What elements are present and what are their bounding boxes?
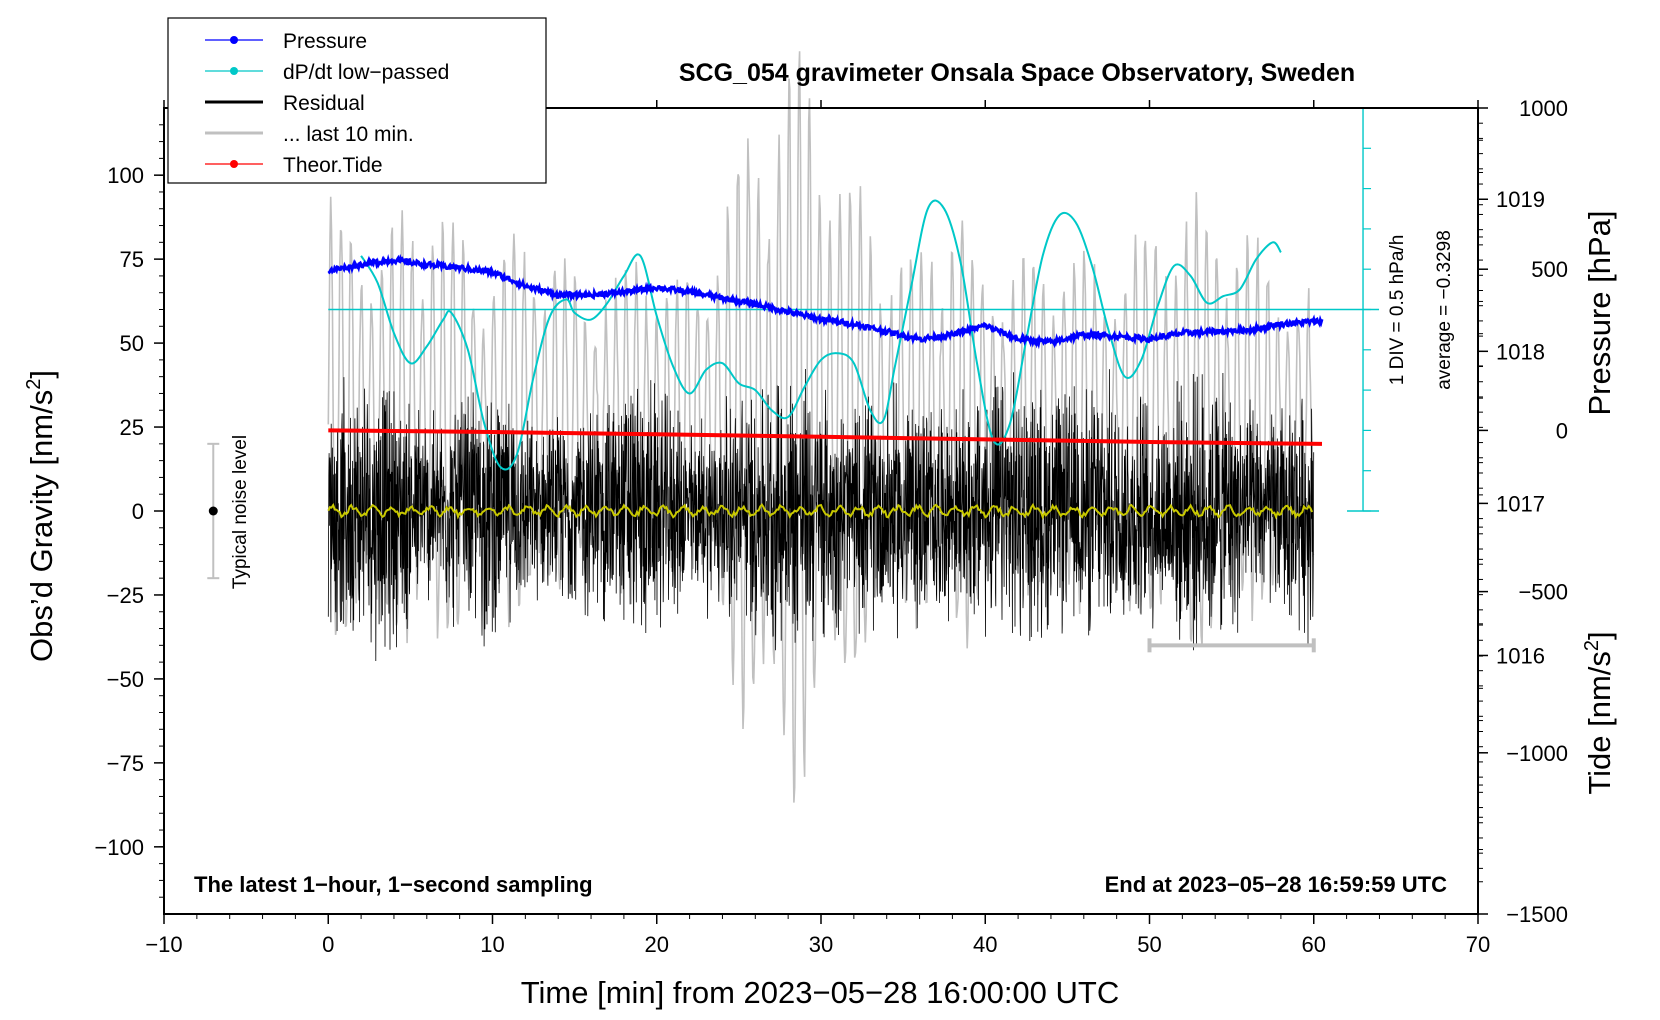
x-tick-label: 20: [645, 932, 669, 957]
y-tick-label: −100: [94, 835, 144, 860]
y-axis-title-pressure: Pressure [hPa]: [1582, 210, 1617, 415]
annotation-left: The latest 1−hour, 1−second sampling: [194, 872, 593, 897]
dpdt-scale-label: 1 DIV = 0.5 hPa/h: [1387, 235, 1408, 386]
x-axis-title: Time [min] from 2023−05−28 16:00:00 UTC: [521, 975, 1120, 1010]
x-tick-label: 50: [1137, 932, 1161, 957]
noise-center-dot: [208, 506, 218, 516]
y-tick-label: 100: [107, 163, 144, 188]
legend-label: Theor.Tide: [283, 154, 383, 177]
tide-tick-label: −500: [1518, 580, 1568, 605]
pressure-tick-label: 1018: [1496, 339, 1545, 364]
series-pressure: [327, 253, 1324, 350]
y-axis-title-tide: Tide [nm/s2]: [1581, 631, 1617, 794]
series-theor-tide: [328, 428, 1323, 446]
ticks-layer: −10 0 10 20 30 40 50 60 701007550250−25−50−75−10…: [94, 96, 1568, 957]
legend-marker: [230, 67, 238, 75]
last-10-min-layer: [327, 51, 1315, 803]
series-dpdt: [360, 199, 1282, 471]
x-tick-label: 70: [1466, 932, 1490, 957]
legend-label: Pressure: [283, 30, 367, 53]
noise-layer: [207, 442, 220, 580]
pressure-tick-label: 1016: [1496, 643, 1545, 668]
pressure-tick-label: 1017: [1496, 491, 1545, 516]
annotation-right: End at 2023−05−28 16:59:59 UTC: [1105, 872, 1448, 897]
dpdt-average-label: average = −0.3298: [1434, 230, 1455, 390]
noise-level-label: Typical noise level: [230, 435, 251, 589]
tide-tick-label: −1000: [1506, 741, 1568, 766]
y-tick-label: 50: [120, 331, 144, 356]
y-tick-label: −50: [107, 667, 144, 692]
tide-tick-label: 1000: [1519, 96, 1568, 121]
y-tick-label: 25: [120, 415, 144, 440]
x-tick-label: 40: [973, 932, 997, 957]
series-residual-smoothed: [327, 502, 1314, 520]
legend-marker: [230, 36, 238, 44]
series-last-10-min: [327, 51, 1315, 803]
legend-marker: [230, 160, 238, 168]
y-tick-label: 0: [132, 499, 144, 524]
series-residual: [327, 368, 1315, 662]
y-tick-label: 75: [120, 247, 144, 272]
pressure-tick-label: 1019: [1496, 187, 1545, 212]
y-tick-label: −75: [107, 751, 144, 776]
legend-label: dP/dt low−passed: [283, 61, 449, 84]
residual-layer: [327, 368, 1315, 662]
series-lines-layer: [327, 107, 1380, 653]
tide-tick-label: −1500: [1506, 902, 1568, 927]
tide-tick-label: 0: [1556, 418, 1568, 443]
x-tick-label: 60: [1302, 932, 1326, 957]
legend: Pressure dP/dt low−passed Residual ... last…: [167, 17, 547, 184]
chart-title: SCG_054 gravimeter Onsala Space Observat…: [679, 59, 1355, 87]
y-axis-title-left: Obs’d Gravity [nm/s2]: [23, 370, 59, 662]
legend-label: ... last 10 min.: [283, 123, 414, 146]
x-tick-label: 30: [809, 932, 833, 957]
x-tick-label: 0: [322, 932, 334, 957]
legend-label: Residual: [283, 92, 365, 115]
x-tick-label: 10: [480, 932, 504, 957]
legend-entries: Pressure dP/dt low−passed Residual ... last…: [205, 30, 449, 177]
tide-tick-label: 500: [1531, 257, 1568, 282]
y-tick-label: −25: [107, 583, 144, 608]
x-tick-label: −10: [145, 932, 182, 957]
